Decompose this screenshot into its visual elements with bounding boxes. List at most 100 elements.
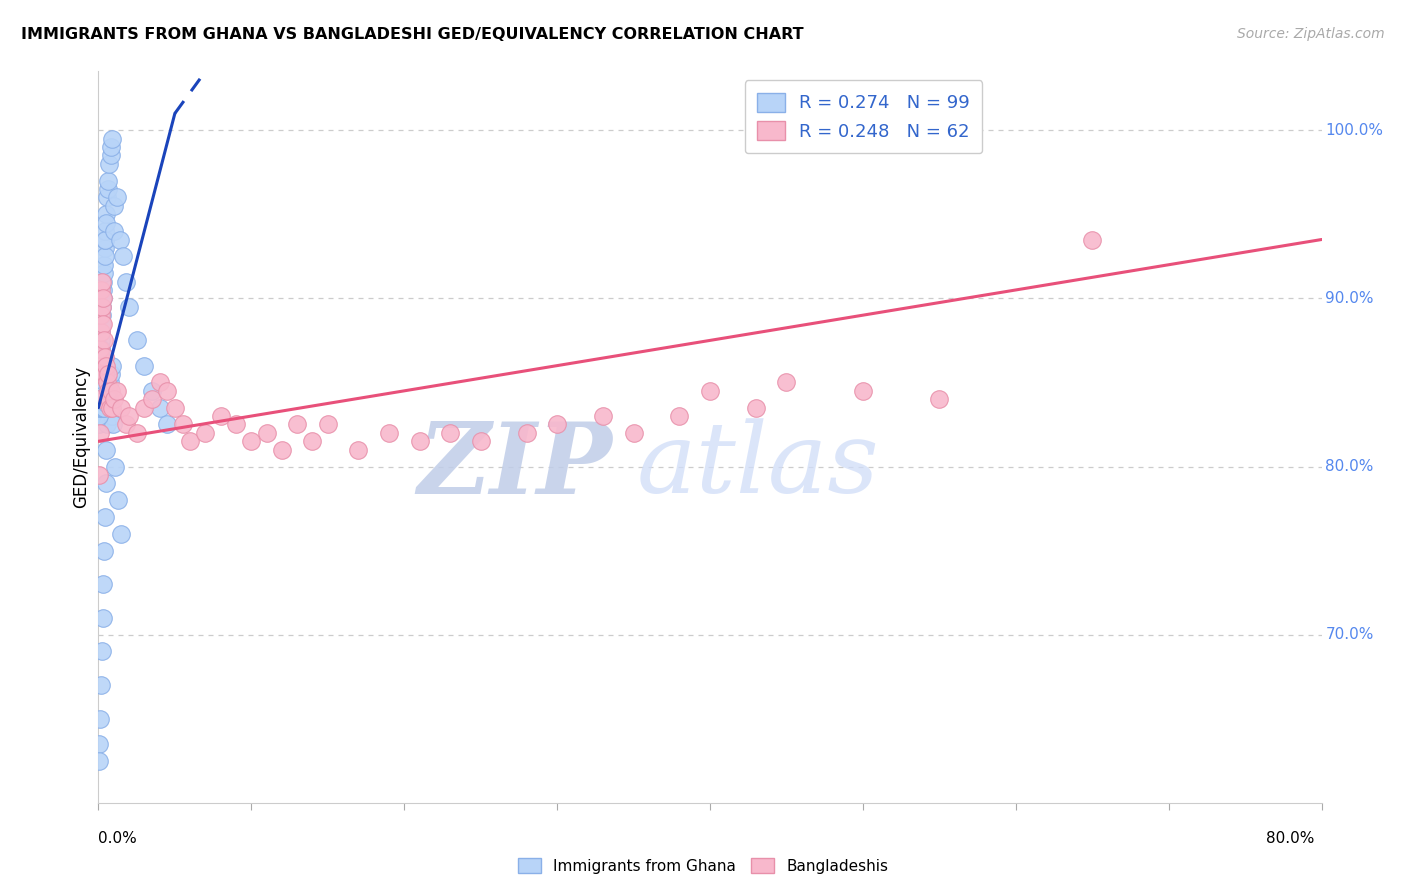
Point	[89, 384, 111, 398]
Point	[745, 401, 768, 415]
Point	[89, 409, 111, 423]
Point	[516, 425, 538, 440]
Point	[98, 392, 121, 407]
Point	[89, 392, 111, 407]
Point	[94, 216, 117, 230]
Point	[101, 409, 124, 423]
Point	[104, 459, 127, 474]
Point	[97, 392, 120, 407]
Point	[94, 359, 117, 373]
Point	[89, 376, 111, 390]
Point	[408, 434, 430, 449]
Point	[93, 350, 115, 364]
Point	[101, 131, 124, 145]
Point	[100, 384, 122, 398]
Point	[134, 359, 156, 373]
Point	[93, 334, 115, 348]
Point	[89, 392, 111, 407]
Point	[91, 577, 114, 591]
Legend: R = 0.274   N = 99, R = 0.248   N = 62: R = 0.274 N = 99, R = 0.248 N = 62	[745, 80, 983, 153]
Point	[89, 467, 111, 482]
Point	[91, 275, 114, 289]
Point	[97, 384, 120, 398]
Point	[93, 258, 115, 272]
Point	[89, 712, 111, 726]
Point	[90, 283, 112, 297]
Point	[90, 325, 112, 339]
Point	[378, 425, 401, 440]
Legend: Immigrants from Ghana, Bangladeshis: Immigrants from Ghana, Bangladeshis	[512, 852, 894, 880]
Point	[97, 401, 120, 415]
Point	[100, 148, 122, 162]
Point	[90, 300, 112, 314]
Point	[91, 317, 114, 331]
Point	[125, 334, 148, 348]
Point	[90, 308, 112, 322]
Point	[97, 174, 120, 188]
Point	[101, 417, 124, 432]
Point	[91, 291, 114, 305]
Point	[852, 384, 875, 398]
Point	[98, 376, 121, 390]
Point	[100, 140, 122, 154]
Point	[93, 392, 115, 407]
Point	[141, 384, 163, 398]
Point	[89, 367, 111, 381]
Point	[89, 395, 111, 409]
Point	[98, 384, 121, 398]
Point	[118, 300, 141, 314]
Point	[101, 359, 124, 373]
Text: 90.0%: 90.0%	[1326, 291, 1374, 306]
Point	[134, 401, 156, 415]
Point	[89, 342, 111, 356]
Point	[90, 395, 112, 409]
Point	[90, 362, 112, 376]
Point	[110, 526, 132, 541]
Point	[91, 401, 114, 415]
Point	[94, 367, 117, 381]
Point	[163, 401, 186, 415]
Point	[101, 401, 124, 415]
Point	[103, 224, 125, 238]
Point	[93, 241, 115, 255]
Point	[125, 425, 148, 440]
Text: 0.0%: 0.0%	[98, 831, 138, 846]
Point	[96, 376, 118, 390]
Point	[90, 350, 112, 364]
Point	[115, 275, 138, 289]
Point	[103, 199, 125, 213]
Point	[93, 266, 115, 280]
Point	[91, 275, 114, 289]
Point	[240, 434, 263, 449]
Point	[172, 417, 194, 432]
Point	[91, 392, 114, 407]
Point	[156, 417, 179, 432]
Text: atlas: atlas	[637, 418, 879, 514]
Point	[97, 182, 120, 196]
Point	[285, 417, 308, 432]
Point	[256, 425, 278, 440]
Point	[90, 350, 112, 364]
Point	[301, 434, 323, 449]
Point	[347, 442, 370, 457]
Y-axis label: GED/Equivalency: GED/Equivalency	[72, 366, 90, 508]
Point	[105, 384, 128, 398]
Point	[96, 417, 118, 432]
Point	[93, 543, 115, 558]
Point	[96, 190, 118, 204]
Point	[89, 395, 111, 409]
Point	[623, 425, 645, 440]
Point	[96, 442, 118, 457]
Point	[89, 417, 111, 432]
Point	[91, 300, 114, 314]
Point	[209, 409, 232, 423]
Point	[89, 409, 111, 423]
Point	[141, 392, 163, 407]
Text: 70.0%: 70.0%	[1326, 627, 1374, 642]
Point	[94, 476, 117, 491]
Point	[1081, 233, 1104, 247]
Point	[316, 417, 339, 432]
Point	[91, 317, 114, 331]
Point	[89, 384, 111, 398]
Point	[97, 367, 120, 381]
